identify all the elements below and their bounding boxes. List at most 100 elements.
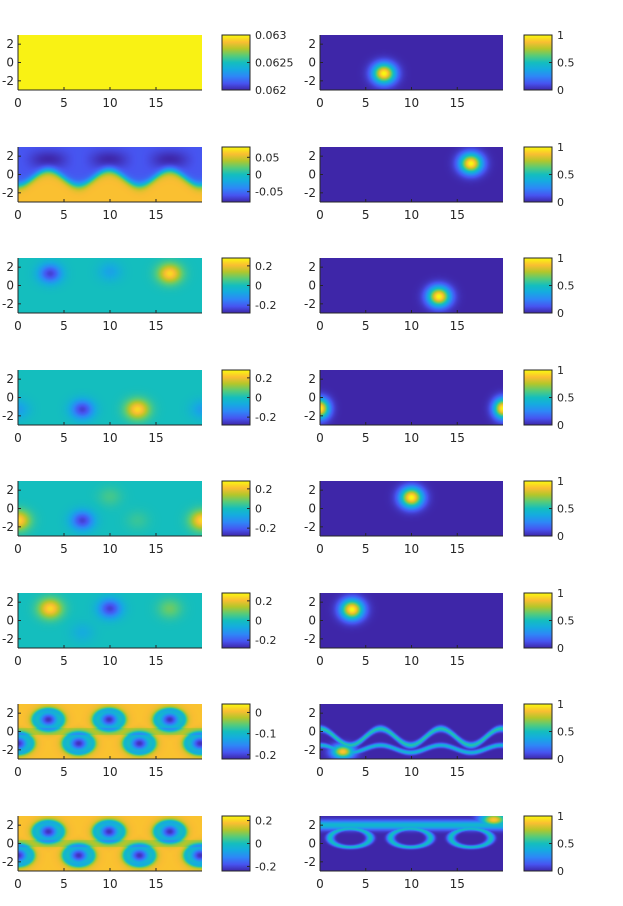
heatmap-panel-r4-right: 20-20 5 10 15 [304, 370, 503, 445]
colorbar-r4-right: 10.50 [523, 364, 575, 432]
colorbar-tick-label: 0 [557, 642, 564, 655]
colorbar-gradient [523, 34, 553, 91]
y-tick-label: 2 [308, 818, 316, 832]
colorbar-tick-label: 0 [255, 706, 262, 719]
x-tick-label: 10 [404, 319, 419, 333]
heatmap-panel-r8-left: 20-20 5 10 15 [2, 816, 202, 891]
colorbar-r3-left: 0.2 0 -0.2 [221, 257, 276, 314]
x-tick-label: 15 [450, 877, 465, 891]
y-tick-label: 0 [6, 837, 14, 851]
colorbar-gradient [523, 369, 553, 426]
x-tick-label: 15 [450, 96, 465, 110]
x-tick-label: 5 [362, 877, 370, 891]
y-tick-label: 2 [308, 37, 316, 51]
y-tick-label: -2 [2, 409, 14, 423]
x-tick-label: 5 [60, 319, 68, 333]
colorbar-tick-label: 1 [557, 810, 564, 823]
x-tick-label: 10 [404, 96, 419, 110]
colorbar-tick-label: 0 [557, 530, 564, 543]
colorbar-tick-label: 0.063 [255, 29, 287, 42]
colorbar-gradient [523, 480, 553, 537]
heatmap-image [320, 593, 503, 648]
x-tick-label: 5 [60, 765, 68, 779]
x-tick-label: 5 [362, 96, 370, 110]
y-tick-label: -2 [2, 632, 14, 646]
y-tick-label: -2 [304, 632, 316, 646]
colorbar-tick-label: 0.0625 [255, 57, 294, 70]
y-tick-label: 2 [6, 595, 14, 609]
y-tick-label: -2 [2, 855, 14, 869]
heatmap-image [18, 35, 202, 90]
colorbar-tick-label: -0.2 [255, 749, 276, 762]
colorbar-gradient [221, 703, 251, 760]
heatmap-image [18, 593, 202, 648]
y-tick-label: -2 [2, 74, 14, 88]
colorbar-tick-label: 1 [557, 141, 564, 154]
y-tick-label: -2 [2, 743, 14, 757]
heatmap-image [320, 370, 503, 425]
colorbar-tick-label: 0.2 [255, 372, 273, 385]
colorbar-tick-label: 1 [557, 475, 564, 488]
x-tick-label: 5 [362, 319, 370, 333]
heatmap-image [320, 147, 503, 202]
heatmap-panel-r6-left: 20-20 5 10 15 [2, 593, 202, 668]
heatmap-panel-r4-left: 20-20 5 10 15 [2, 370, 202, 445]
heatmap-panel-r3-right: 20-20 5 10 15 [304, 258, 503, 333]
colorbar-tick-label: 0 [557, 84, 564, 97]
colorbar-r1-right: 10.50 [523, 29, 575, 97]
colorbar-tick-label: -0.2 [255, 634, 276, 647]
colorbar-gradient [221, 369, 251, 426]
x-tick-label: 0 [316, 96, 324, 110]
y-tick-label: 0 [6, 725, 14, 739]
x-tick-label: 15 [148, 431, 163, 445]
y-tick-label: 2 [6, 483, 14, 497]
x-tick-label: 15 [450, 431, 465, 445]
x-tick-label: 15 [148, 765, 163, 779]
colorbar-r5-right: 10.50 [523, 475, 575, 543]
y-tick-label: 2 [6, 149, 14, 163]
colorbar-tick-label: -0.1 [255, 728, 276, 741]
x-tick-label: 10 [102, 319, 117, 333]
heatmap-image [18, 147, 202, 202]
y-tick-label: -2 [304, 186, 316, 200]
colorbar-tick-label: 0.5 [557, 392, 575, 405]
x-tick-label: 5 [60, 654, 68, 668]
heatmap-image [320, 258, 503, 313]
colorbar-tick-label: -0.2 [255, 411, 276, 424]
colorbar-r6-left: 0.2 0 -0.2 [221, 592, 276, 649]
colorbar-r2-left: 0.05 0 -0.05 [221, 146, 283, 203]
heatmap-image [320, 816, 503, 871]
colorbar-tick-label: 0 [255, 280, 262, 293]
heatmap-image [18, 258, 202, 313]
heatmap-panel-r1-right: 20-20 5 10 15 [304, 35, 503, 110]
colorbar-tick-label: 1 [557, 698, 564, 711]
x-tick-label: 15 [450, 654, 465, 668]
colorbar-tick-label: 1 [557, 252, 564, 265]
colorbar-tick-label: 1 [557, 587, 564, 600]
heatmap-panel-r6-right: 20-20 5 10 15 [304, 593, 503, 668]
y-tick-label: 2 [308, 595, 316, 609]
y-tick-label: 0 [308, 168, 316, 182]
y-tick-label: 0 [308, 56, 316, 70]
colorbar-tick-label: 0.2 [255, 483, 273, 496]
colorbar-tick-label: -0.2 [255, 299, 276, 312]
heatmap-image [18, 481, 202, 536]
x-tick-label: 0 [14, 431, 22, 445]
heatmap-image [18, 816, 202, 871]
heatmap-image [320, 481, 503, 536]
x-tick-label: 0 [14, 654, 22, 668]
x-tick-label: 15 [450, 319, 465, 333]
colorbar-gradient [221, 146, 251, 203]
y-tick-label: 0 [308, 279, 316, 293]
x-tick-label: 15 [148, 877, 163, 891]
colorbar-tick-label: -0.05 [255, 186, 283, 199]
colorbar-tick-label: 0 [255, 503, 262, 516]
colorbar-tick-label: 0 [255, 838, 262, 851]
colorbar-gradient [221, 34, 251, 91]
x-tick-label: 5 [60, 877, 68, 891]
y-tick-label: -2 [304, 409, 316, 423]
colorbar-tick-label: 0 [557, 419, 564, 432]
colorbar-tick-label: 0 [255, 392, 262, 405]
colorbar-tick-label: 0.5 [557, 615, 575, 628]
colorbar-gradient [523, 146, 553, 203]
